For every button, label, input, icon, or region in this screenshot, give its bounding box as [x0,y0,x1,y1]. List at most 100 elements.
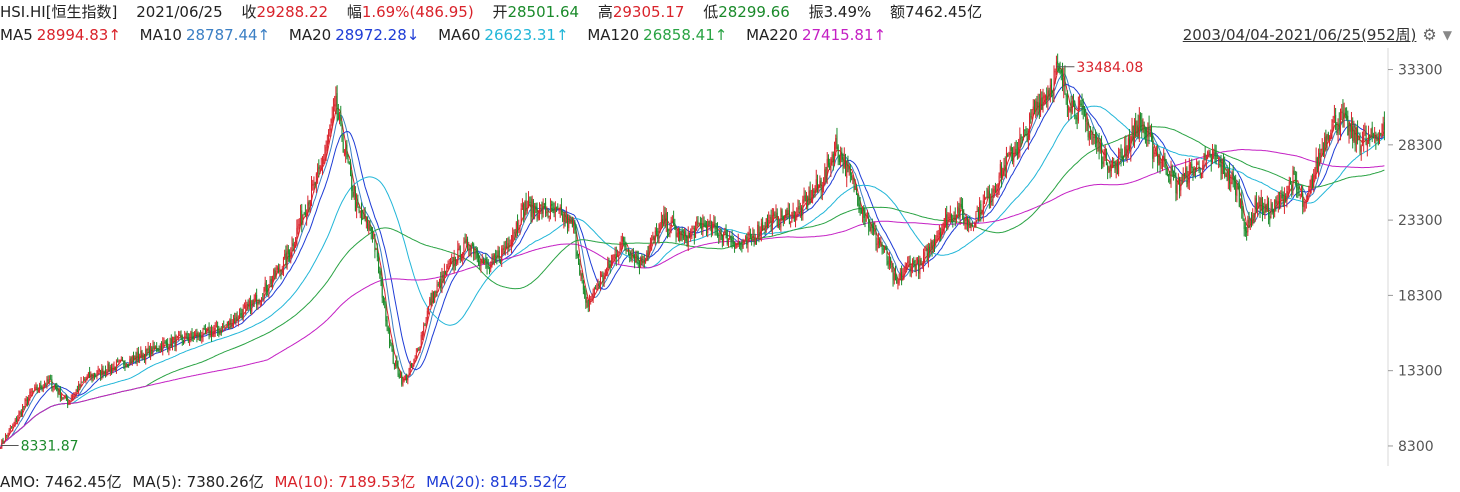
ma-legend-item[interactable]: MA5 28994.83↑ [0,26,121,44]
candle-body [24,400,26,407]
candle-body [493,254,495,259]
candle-body [923,255,925,265]
candle-body [214,327,216,332]
candle-body [1013,154,1015,163]
candle-body [212,331,214,337]
candle-body [993,188,995,193]
candle-body [115,361,117,371]
candle-body [1174,175,1176,177]
candle-body [830,159,832,172]
candle-body [1268,201,1270,217]
candle-body [1369,135,1371,140]
candle-body [512,235,514,245]
candle-body [698,223,700,225]
candle-body [938,232,940,235]
candle-body [773,212,775,217]
candle-body [723,233,725,243]
candle-body [57,389,59,394]
candle-body [68,401,70,405]
candle-body [932,241,934,250]
candle-body [662,218,664,223]
date-range-selector[interactable]: 2003/04/04-2021/06/25(952周) ⚙ ▼ [1183,24,1452,45]
candle-body [389,332,391,344]
candle-body [1147,128,1149,138]
candle-body [371,233,373,238]
candle-body [749,234,751,238]
candle-body [708,220,710,226]
candle-body [534,205,536,216]
candle-body [663,214,665,224]
candle-body [991,196,993,198]
candle-body [491,257,493,267]
caret-down-icon[interactable]: ▼ [1442,27,1452,42]
candle-body [1143,125,1145,134]
candle-body [1330,133,1332,139]
candle-body [437,284,439,286]
candle-body [1098,142,1100,152]
candlestick-chart[interactable]: 8300 13300 18300 23300 28300 33300 33484.08 83… [0,48,1460,468]
ma-legend-item[interactable]: MA60 26623.31↑ [438,26,568,44]
candle-body [1181,183,1183,185]
ma-legend-item[interactable]: MA10 28787.44↑ [140,26,270,44]
candle-body [865,219,867,221]
candle-body [526,208,528,212]
candle-body [1215,151,1217,160]
candle-body [136,352,138,362]
candle-body [1294,174,1296,181]
candle-body [1104,148,1106,155]
candle-body [368,223,370,230]
candle-body [1099,142,1101,152]
candle-body [1161,159,1163,162]
candle-body [1205,154,1207,160]
candle-body [234,318,236,323]
candle-body [1264,203,1266,214]
candle-body [1079,100,1081,106]
gear-icon[interactable]: ⚙ [1422,25,1437,44]
candle-body [647,253,649,255]
candle-body [747,237,749,246]
y-tick-label: 23300 [1398,213,1443,229]
candle-body [426,310,428,321]
candle-body [832,154,834,162]
candle-body [908,260,910,262]
candle-body [182,340,184,342]
candle-body [1108,166,1110,173]
candle-body [1008,153,1010,155]
ma-legend-item[interactable]: MA220 27415.81↑ [746,26,886,44]
high-value: 29305.17 [612,3,685,21]
candle-body [1169,178,1171,183]
date-range-text[interactable]: 2003/04/04-2021/06/25(952周) [1182,26,1417,44]
candle-body [1157,152,1159,164]
candle-body [1261,197,1263,214]
candle-body [1180,183,1182,191]
candle-body [402,379,404,386]
candle-body [974,222,976,227]
candle-body [1085,113,1087,122]
candle-body [569,215,571,222]
candle-body [168,347,170,351]
ma-legend-item[interactable]: MA20 28972.28↓ [289,26,419,44]
candle-body [665,212,667,226]
candle-body [896,275,898,284]
candle-body [1226,172,1228,182]
candle-body [1290,181,1292,185]
candle-body [634,254,636,263]
candle-body [256,294,258,306]
candle-body [1350,122,1352,132]
candle-body [898,279,900,284]
candle-body [676,232,678,238]
candle-body [1055,61,1057,71]
ma-legend-item[interactable]: MA120 26858.41↑ [587,26,727,44]
candle-body [20,412,22,415]
candle-body [1363,135,1365,142]
candle-body [934,241,936,245]
candle-body [1070,106,1072,113]
candle-body [107,364,109,374]
candle-body [331,116,333,124]
candle-body [48,379,50,381]
candle-body [874,229,876,232]
candle-body [252,300,254,302]
candle-body [827,158,829,165]
candle-body [1269,216,1271,220]
candle-body [436,285,438,293]
